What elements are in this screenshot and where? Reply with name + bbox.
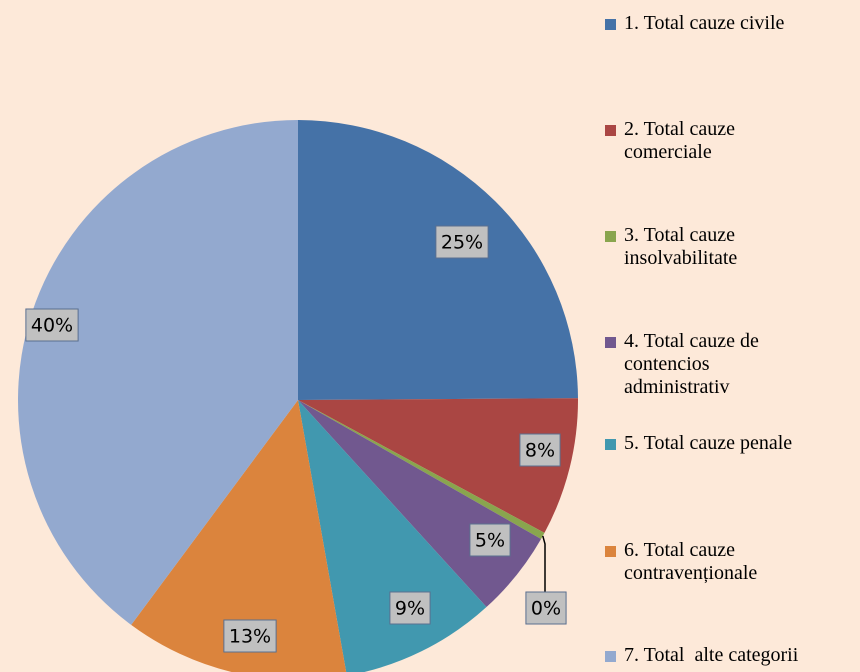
- data-label-box: [525, 591, 567, 625]
- legend-label: 7. Total alte categorii: [624, 644, 799, 666]
- legend-swatch: [605, 337, 616, 348]
- data-label-group: 5%: [469, 523, 511, 557]
- data-label-box: [389, 591, 431, 625]
- pie-slice: [131, 400, 347, 672]
- legend-swatch: [605, 231, 616, 242]
- leader-line: [542, 535, 546, 594]
- legend-label: 2. Total cauze comerciale: [624, 118, 735, 163]
- data-label: 0%: [531, 598, 561, 620]
- data-label-group: 8%: [519, 433, 561, 467]
- data-label-box: [435, 225, 489, 259]
- legend-label: 3. Total cauze insolvabilitate: [624, 224, 738, 269]
- data-label-group: 13%: [223, 619, 277, 653]
- legend-swatch: [605, 125, 616, 136]
- data-label-box: [25, 308, 79, 342]
- legend-swatch: [605, 439, 616, 450]
- legend-swatch: [605, 19, 616, 30]
- data-label-group: 25%: [435, 225, 489, 259]
- data-label: 8%: [525, 440, 555, 462]
- pie-slice: [298, 120, 578, 400]
- legend-label: 6. Total cauze contravenționale: [624, 539, 758, 584]
- legend-label: 1. Total cauze civile: [624, 12, 785, 34]
- data-label: 5%: [475, 530, 505, 552]
- pie-slice: [18, 120, 298, 625]
- data-label-box: [519, 433, 561, 467]
- data-label-group: 0%: [525, 591, 567, 625]
- data-label-group: 9%: [389, 591, 431, 625]
- data-label-box: [469, 523, 511, 557]
- data-label: 40%: [31, 315, 73, 337]
- data-label: 13%: [229, 626, 271, 648]
- data-label-box: [223, 619, 277, 653]
- pie-slice: [298, 398, 578, 533]
- pie-slice: [298, 400, 545, 539]
- legend-swatch: [605, 651, 616, 662]
- pie-slice: [298, 400, 487, 672]
- data-label: 25%: [441, 232, 483, 254]
- data-label-group: 40%: [25, 308, 79, 342]
- legend-label: 5. Total cauze penale: [624, 432, 793, 454]
- legend-swatch: [605, 546, 616, 557]
- legend-label: 4. Total cauze de contencios administrat…: [624, 330, 759, 398]
- data-label: 9%: [395, 598, 425, 620]
